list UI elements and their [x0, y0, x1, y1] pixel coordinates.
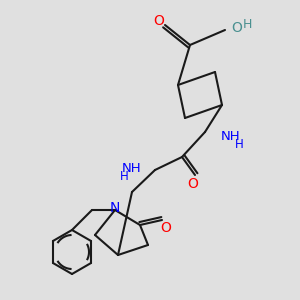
Text: O: O: [154, 14, 164, 28]
Text: H: H: [235, 139, 244, 152]
Text: O: O: [188, 177, 198, 191]
Text: O: O: [231, 21, 242, 35]
Text: N: N: [110, 201, 120, 215]
Text: NH: NH: [122, 161, 141, 175]
Text: O: O: [160, 221, 171, 235]
Text: H: H: [243, 17, 252, 31]
Text: NH: NH: [221, 130, 241, 143]
Text: H: H: [120, 169, 129, 182]
